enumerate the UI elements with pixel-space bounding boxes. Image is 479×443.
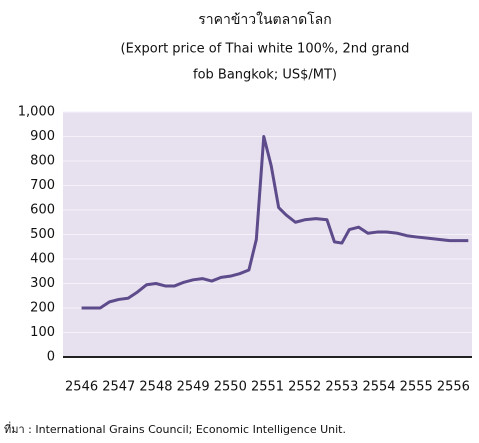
chart-subtitle: (Export price of Thai white 100%, 2nd gr… xyxy=(121,42,410,57)
y-tick-label: 400 xyxy=(30,252,55,267)
y-tick-label: 700 xyxy=(30,178,55,193)
source-note: ที่มา : International Grains Council; Ec… xyxy=(4,421,346,436)
y-tick-label: 200 xyxy=(30,301,55,316)
y-tick-label: 1,000 xyxy=(18,105,55,120)
y-tick-label: 300 xyxy=(30,276,55,291)
y-tick-label: 600 xyxy=(30,203,55,218)
x-tick-label: 2550 xyxy=(214,380,247,395)
y-tick-label: 800 xyxy=(30,154,55,169)
x-tick-label: 2551 xyxy=(251,380,284,395)
y-tick-label: 100 xyxy=(30,325,55,340)
x-tick-label: 2548 xyxy=(139,380,172,395)
x-tick-label: 2549 xyxy=(177,380,210,395)
chart-title: ราคาข้าวในตลาดโลก xyxy=(198,11,332,28)
x-tick-label: 2555 xyxy=(400,380,433,395)
x-tick-label: 2553 xyxy=(325,380,358,395)
x-tick-label: 2552 xyxy=(288,380,321,395)
chart-subtitle: fob Bangkok; US$/MT) xyxy=(193,68,337,83)
x-tick-label: 2554 xyxy=(362,380,395,395)
data-line xyxy=(81,135,469,310)
x-tick-label: 2546 xyxy=(65,380,98,395)
y-tick-label: 500 xyxy=(30,227,55,242)
x-tick-label: 2547 xyxy=(102,380,135,395)
y-tick-label: 900 xyxy=(30,129,55,144)
x-tick-label: 2556 xyxy=(437,380,470,395)
y-tick-label: 0 xyxy=(47,350,55,365)
